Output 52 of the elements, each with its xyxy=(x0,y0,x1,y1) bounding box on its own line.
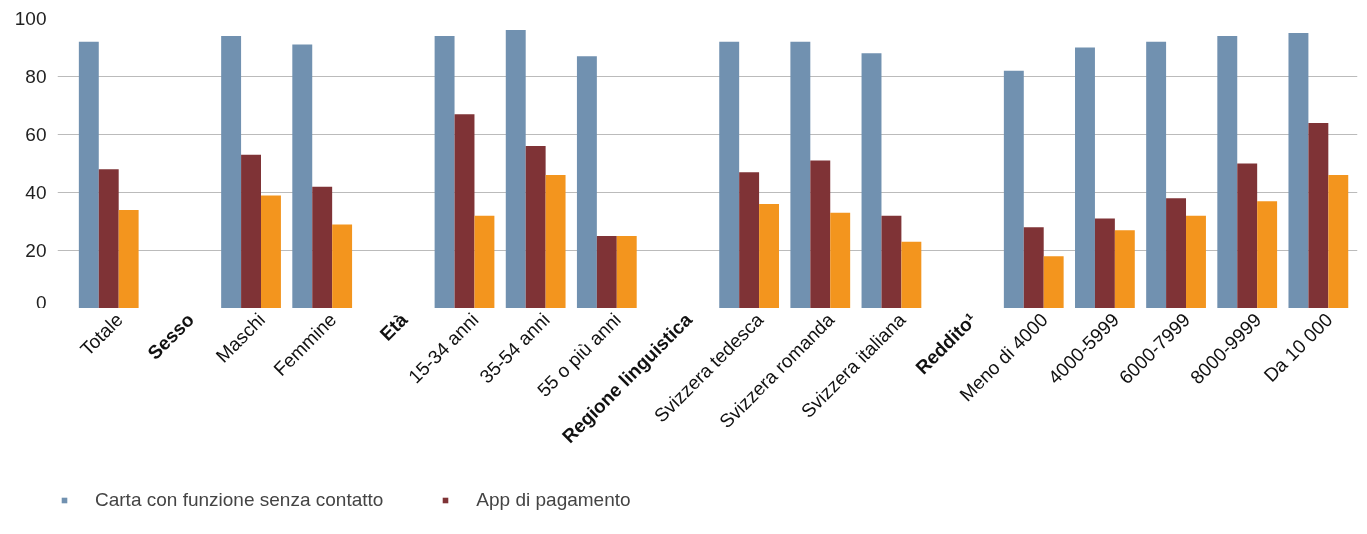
bar xyxy=(1257,201,1278,308)
bar xyxy=(596,236,617,308)
bar xyxy=(719,41,740,308)
bar xyxy=(1237,163,1258,308)
bar xyxy=(881,215,902,308)
y-tick-label: 60 xyxy=(25,124,47,145)
bar xyxy=(790,41,811,308)
y-tick-label: 100 xyxy=(14,8,47,29)
x-tick-label: Da 10 000 xyxy=(1259,309,1337,386)
bar xyxy=(1308,122,1329,308)
y-tick-label: 0 xyxy=(35,291,47,313)
bar xyxy=(1094,218,1115,308)
bar xyxy=(1023,227,1044,308)
bar xyxy=(1217,35,1238,308)
bar xyxy=(1075,47,1095,308)
x-tick-label: Età xyxy=(375,308,412,345)
bar xyxy=(576,56,597,308)
bar xyxy=(78,41,99,308)
bar xyxy=(901,241,922,308)
y-tick-label: 40 xyxy=(25,182,47,203)
bar xyxy=(616,236,637,308)
bar xyxy=(454,114,475,308)
bar xyxy=(545,175,566,308)
bar xyxy=(221,35,242,308)
bar xyxy=(1114,230,1135,308)
bar xyxy=(292,44,313,308)
bar xyxy=(525,146,546,308)
bar xyxy=(830,212,851,308)
bar xyxy=(241,154,261,308)
bar xyxy=(1146,41,1167,308)
bar xyxy=(1288,33,1309,308)
bar xyxy=(1186,215,1206,308)
bar xyxy=(118,209,139,308)
bar xyxy=(332,224,353,308)
legend-label: Carta con funzione senza contatto xyxy=(95,489,384,511)
bar xyxy=(474,215,495,308)
bar xyxy=(312,186,333,308)
bar xyxy=(1043,256,1064,308)
bar xyxy=(1328,175,1349,308)
bar xyxy=(1003,70,1024,308)
bar xyxy=(810,160,831,308)
bar xyxy=(861,53,882,308)
bar xyxy=(759,204,780,308)
bar xyxy=(98,169,119,308)
bar xyxy=(434,35,455,308)
legend-label: App di pagamento xyxy=(476,489,631,511)
y-tick-label: 80 xyxy=(25,66,47,87)
bar xyxy=(739,172,760,308)
bar xyxy=(261,195,281,308)
y-tick-label: 20 xyxy=(25,240,47,261)
bar xyxy=(505,30,526,308)
bar xyxy=(1166,198,1187,308)
